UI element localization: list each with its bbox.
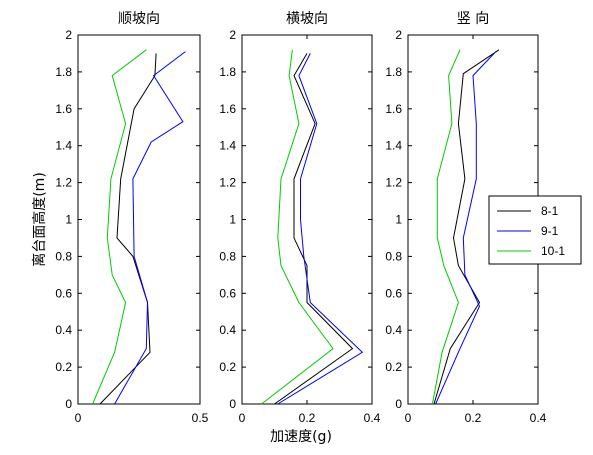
y-tick-label: 1.6 [55, 102, 72, 116]
y-tick-label: 0.8 [55, 249, 72, 263]
y-tick-label: 0.4 [219, 323, 236, 337]
y-tick-label: 1.8 [55, 65, 72, 79]
series-line-10-1 [261, 49, 334, 405]
y-tick-label: 1.6 [385, 102, 402, 116]
legend-box [488, 195, 582, 265]
y-tick-label: 1.4 [219, 139, 236, 153]
y-axis-label: 离台面高度(m) [31, 172, 48, 267]
x-tick-label: 0 [405, 411, 412, 425]
panel-title: 顺坡向 [118, 11, 160, 27]
y-tick-label: 0 [229, 397, 236, 411]
y-tick-label: 1.8 [219, 65, 236, 79]
y-tick-label: 0.8 [385, 249, 402, 263]
y-tick-label: 2 [65, 28, 72, 42]
y-tick-label: 0 [395, 397, 402, 411]
y-tick-label: 1.8 [385, 65, 402, 79]
panel-1-axes-box [77, 34, 201, 405]
y-tick-label: 1 [395, 213, 402, 227]
legend-label-10-1: 10-1 [541, 244, 565, 258]
series-line-10-1 [431, 49, 461, 405]
y-tick-label: 0.8 [219, 249, 236, 263]
series-line-8-1 [274, 53, 354, 405]
y-tick-label: 0.6 [55, 286, 72, 300]
x-tick-label: 0.2 [299, 411, 316, 425]
x-tick-label: 0 [75, 411, 82, 425]
y-tick-label: 0.2 [385, 360, 402, 374]
y-tick-label: 1.2 [55, 176, 72, 190]
y-tick-label: 0.2 [55, 360, 72, 374]
y-tick-label: 2 [229, 28, 236, 42]
x-tick-label: 0.4 [530, 411, 547, 425]
y-tick-label: 0.2 [219, 360, 236, 374]
y-tick-label: 1.4 [385, 139, 402, 153]
y-tick-label: 0.4 [55, 323, 72, 337]
y-tick-label: 1.4 [55, 139, 72, 153]
y-tick-label: 0.6 [219, 286, 236, 300]
y-tick-label: 1.2 [385, 176, 402, 190]
y-tick-label: 2 [395, 28, 402, 42]
y-tick-label: 1.6 [219, 102, 236, 116]
y-tick-label: 0.4 [385, 323, 402, 337]
x-axis-label: 加速度(g) [270, 429, 332, 445]
y-tick-label: 1.2 [219, 176, 236, 190]
series-line-9-1 [277, 53, 364, 405]
panel-title: 横坡向 [286, 11, 328, 27]
x-tick-label: 0.4 [364, 411, 381, 425]
y-tick-label: 0 [65, 397, 72, 411]
y-tick-label: 0.6 [385, 286, 402, 300]
y-tick-label: 1 [229, 213, 236, 227]
y-tick-label: 1 [65, 213, 72, 227]
series-line-9-1 [114, 51, 186, 405]
series-line-8-1 [433, 49, 500, 405]
x-tick-label: 0 [239, 411, 246, 425]
legend-label-9-1: 9-1 [541, 224, 559, 238]
series-line-10-1 [92, 49, 147, 405]
series-line-9-1 [435, 51, 497, 405]
legend-label-8-1: 8-1 [541, 204, 559, 218]
x-tick-label: 0.5 [192, 411, 209, 425]
x-tick-label: 0.2 [465, 411, 482, 425]
panel-title: 竖 向 [457, 11, 489, 27]
series-line-8-1 [99, 53, 157, 405]
